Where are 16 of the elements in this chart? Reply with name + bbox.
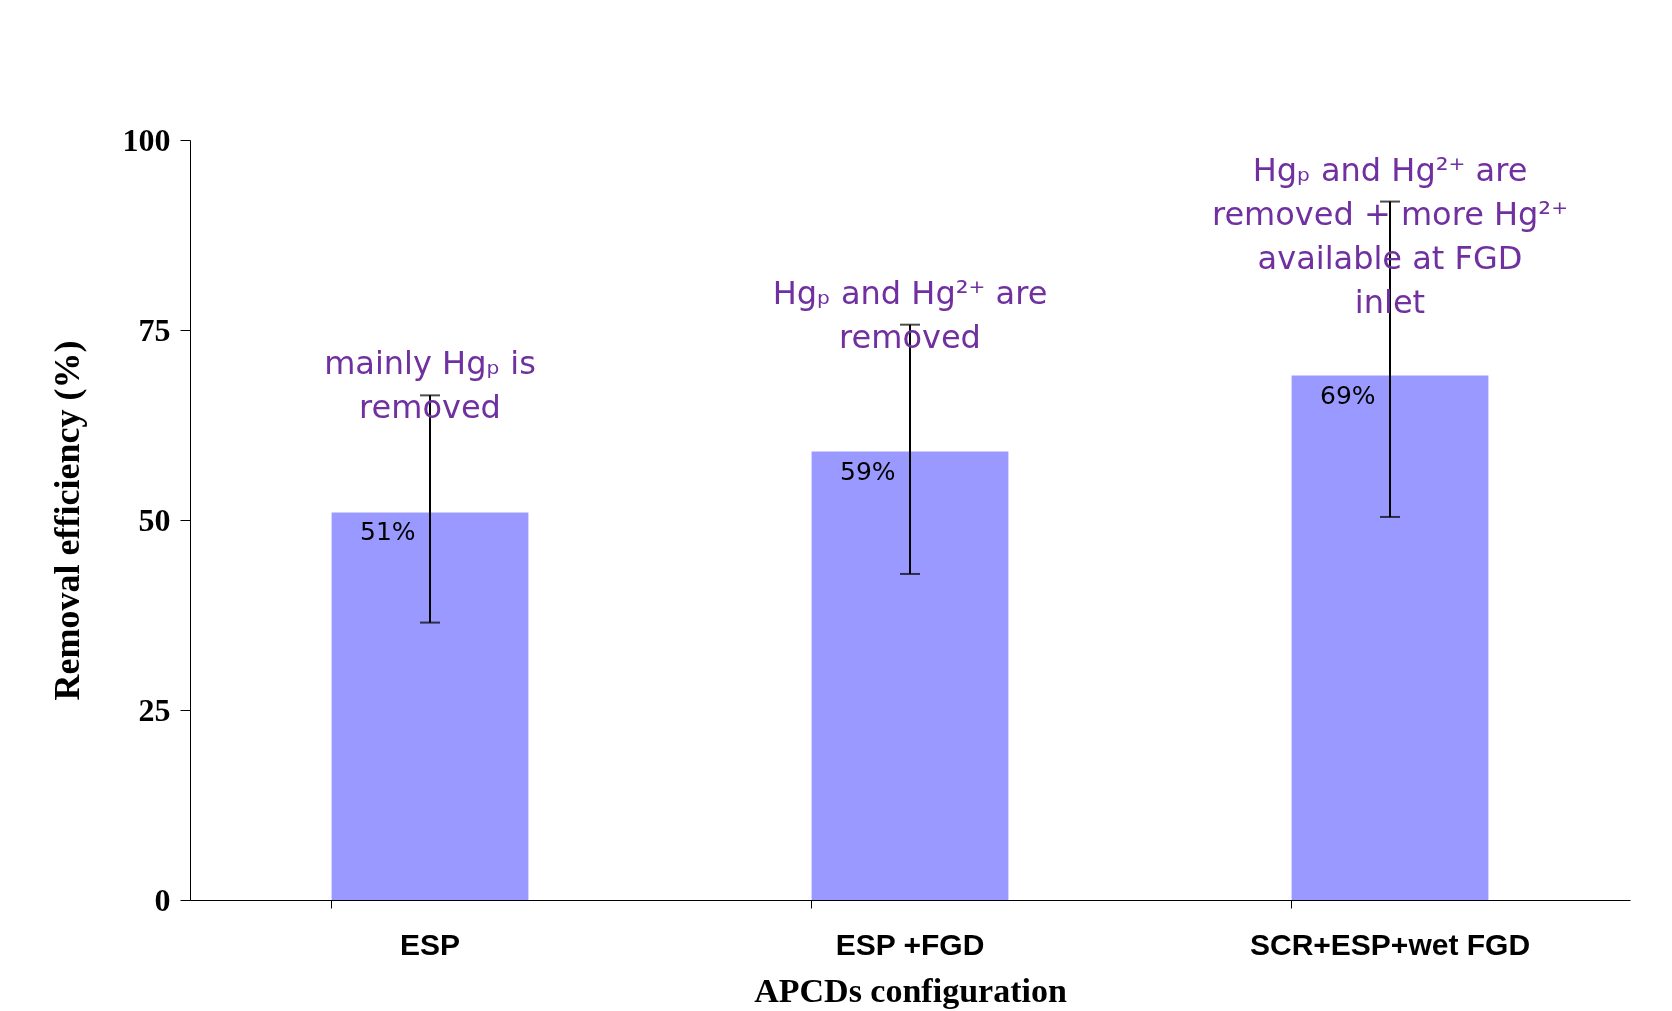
bar — [331, 512, 529, 900]
bar — [1291, 375, 1489, 900]
x-tick-label: SCR+ESP+wet FGD — [1249, 927, 1531, 961]
x-tick-label: ESP +FGD — [835, 927, 985, 961]
x-axis-title: APCDs configuration — [754, 971, 1067, 1009]
data-label: 59% — [840, 456, 896, 486]
y-tick-label: 50 — [138, 501, 171, 538]
y-tick-label: 75 — [138, 311, 171, 348]
data-label: 51% — [360, 517, 416, 547]
y-tick-label: 0 — [154, 881, 171, 918]
y-tick-label: 25 — [138, 691, 171, 728]
x-tick-label: ESP — [399, 927, 461, 961]
y-axis-title: Removal efficiency (%) — [46, 340, 87, 701]
bar — [811, 451, 1009, 900]
data-label: 69% — [1320, 380, 1376, 410]
y-tick-label: 100 — [122, 121, 171, 158]
